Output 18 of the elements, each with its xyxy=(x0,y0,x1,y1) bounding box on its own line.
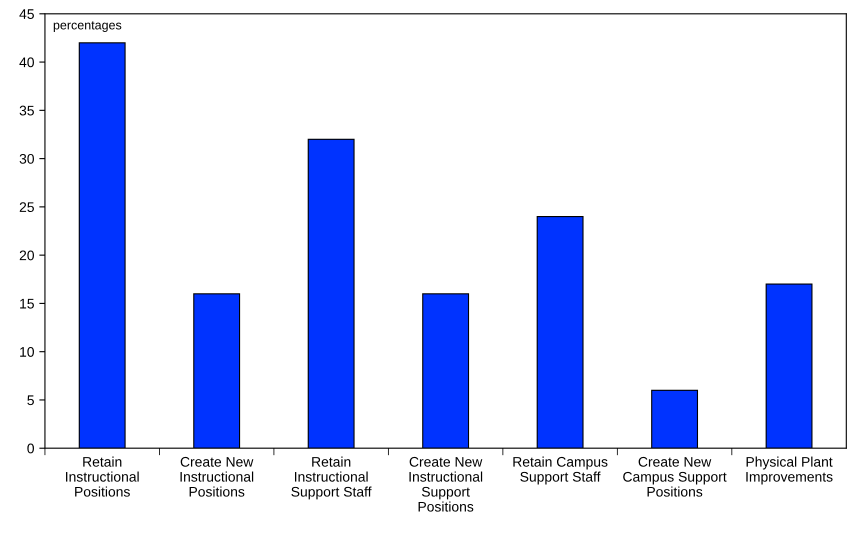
y-tick-label: 30 xyxy=(20,154,34,164)
x-tick-label: Retain Instructional Support Staff xyxy=(291,456,372,500)
y-tick-label: 20 xyxy=(20,250,34,260)
y-tick-label: 0 xyxy=(27,444,34,454)
y-axis-title: percentages xyxy=(54,21,122,32)
y-tick-label: 10 xyxy=(20,347,34,357)
x-tick-label: Retain Campus Support Staff xyxy=(513,456,608,484)
y-tick-label: 35 xyxy=(20,106,34,116)
y-tick-label: 40 xyxy=(19,57,34,68)
y-tick-label: 45 xyxy=(19,9,34,19)
y-tick-label: 5 xyxy=(27,395,34,406)
x-tick-label: Create New Instructional Support Positions xyxy=(409,456,482,512)
x-tick-label: Retain Instructional Positions xyxy=(66,456,139,497)
x-tick-label: Create New Instructional Positions xyxy=(180,456,254,497)
x-tick-label: Physical Plant Improvements xyxy=(746,456,833,484)
x-tick-label: Create New Campus Support Positions xyxy=(623,456,727,497)
y-tick-label: 25 xyxy=(20,202,34,212)
y-tick-label: 15 xyxy=(20,298,34,309)
